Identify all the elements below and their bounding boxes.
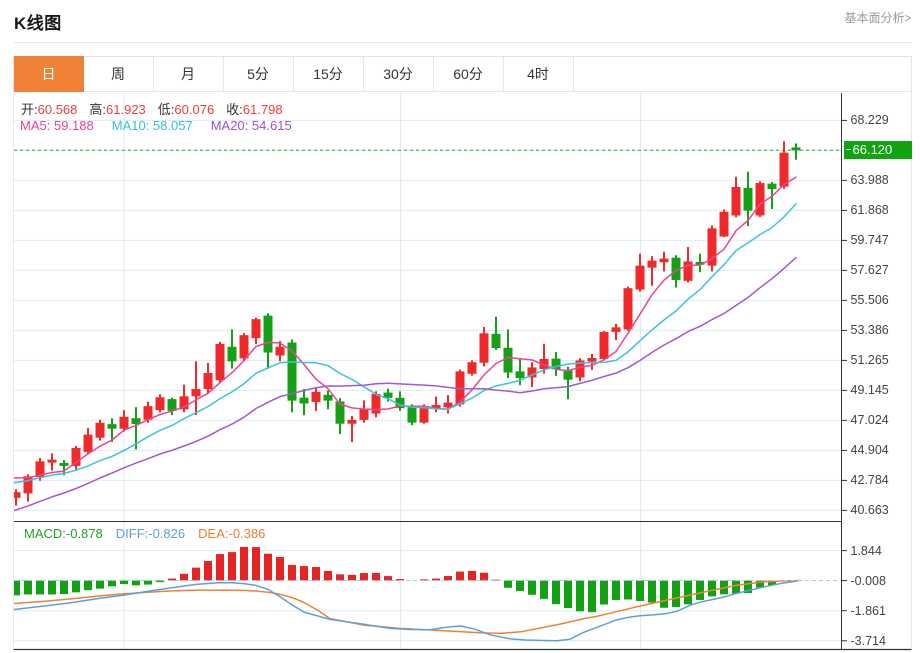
price-axis-label: 47.024: [850, 413, 889, 428]
close-item: 收:61.798: [226, 102, 283, 117]
high-item: 高:61.923: [89, 102, 146, 117]
macd-histogram: [14, 546, 776, 613]
page-title: K线图: [14, 14, 62, 33]
price-axis-label: 59.747: [850, 233, 889, 248]
price-axis-label: 40.663: [850, 503, 889, 518]
price-axis-label: 42.784: [850, 473, 889, 488]
axes: [13, 56, 912, 651]
fundamental-analysis-link[interactable]: 基本面分析>: [844, 11, 912, 25]
ma-legend: MA5: 59.188 MA10: 58.057 MA20: 54.615: [20, 118, 292, 133]
period-tabbar: 日 周 月 5分 15分 30分 60分 4时: [13, 56, 912, 92]
ohlc-legend: 开:60.568 高:61.923 低:60.076 收:61.798: [21, 99, 283, 118]
ma5-line: [14, 176, 797, 479]
price-axis-label: 55.506: [850, 293, 889, 308]
price-axis-label: 68.229: [850, 113, 889, 128]
candles: [14, 141, 801, 506]
open-item: 开:60.568: [21, 102, 78, 117]
dea-item: DEA:-0.386: [198, 526, 266, 541]
macd-axis-label: -0.008: [850, 573, 886, 588]
tab-60min[interactable]: 60分: [434, 57, 504, 92]
tab-4hour[interactable]: 4时: [504, 57, 574, 92]
title-divider: [14, 42, 912, 43]
price-axis-label: 61.868: [850, 203, 889, 218]
ma20-item: MA20: 54.615: [210, 118, 292, 133]
dea-line: [14, 579, 801, 635]
macd-axis-label: -3.714: [850, 633, 886, 648]
macd-axis-label: 1.844: [850, 543, 882, 558]
price-axis-label: 63.988: [850, 173, 889, 188]
diff-item: DIFF:-0.826: [115, 526, 186, 541]
ma10-line: [14, 203, 797, 484]
tab-30min[interactable]: 30分: [364, 57, 434, 92]
current-price-tag: 66.120: [843, 141, 912, 160]
tab-day[interactable]: 日: [13, 56, 84, 92]
price-axis-label: 51.265: [850, 353, 889, 368]
tab-15min[interactable]: 15分: [294, 57, 364, 92]
tab-month[interactable]: 月: [154, 57, 224, 92]
diff-line: [14, 580, 797, 642]
price-axis-label: 49.145: [850, 383, 889, 398]
tag-tick-mark: [845, 148, 851, 150]
price-axis-label: 44.904: [850, 443, 889, 458]
low-item: 低:60.076: [157, 102, 215, 117]
price-axis-label: 53.386: [850, 323, 889, 338]
ma10-item: MA10: 58.057: [111, 118, 193, 133]
plot-content: [14, 141, 842, 642]
tab-week[interactable]: 周: [84, 57, 154, 92]
tab-5min[interactable]: 5分: [224, 57, 294, 92]
macd-legend: MACD:-0.878 DIFF:-0.826 DEA:-0.386: [24, 526, 265, 541]
ma20-line: [14, 256, 797, 512]
macd-item: MACD:-0.878: [24, 526, 103, 541]
gridlines: [14, 93, 842, 650]
macd-axis-label: -1.861: [850, 603, 886, 618]
ma5-item: MA5: 59.188: [20, 118, 94, 133]
price-axis-label: 57.627: [850, 263, 889, 278]
